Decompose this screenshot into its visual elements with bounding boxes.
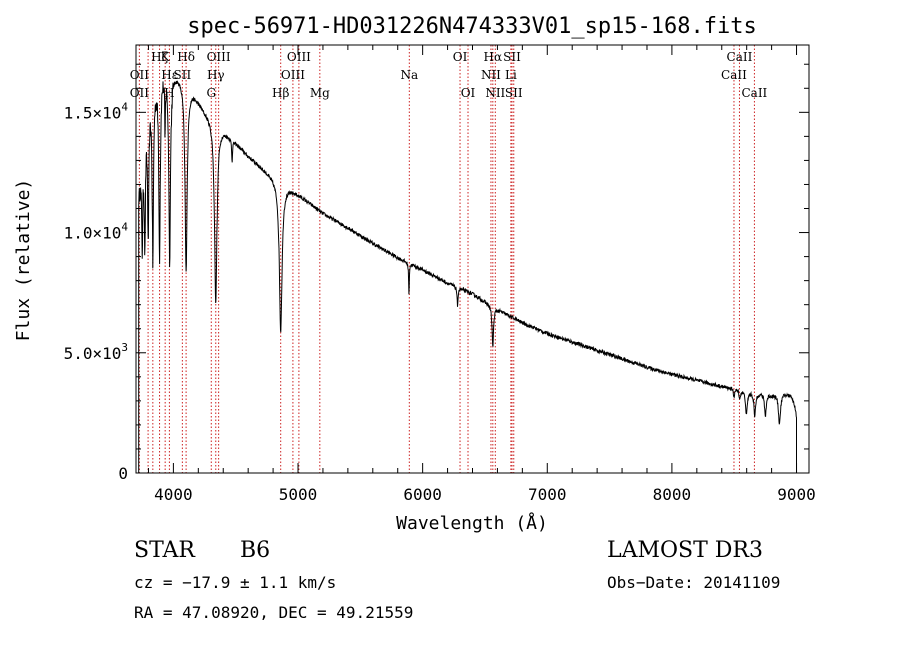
plot-frame <box>135 44 810 474</box>
line-marker-label: OII <box>130 86 150 100</box>
line-marker-label: OI <box>461 86 476 100</box>
line-marker-label: Hβ <box>272 86 289 100</box>
chart-title: spec-56971-HD031226N474333V01_sp15-168.f… <box>187 14 757 39</box>
survey-name: LAMOST DR3 <box>607 538 763 563</box>
x-tick-label: 9000 <box>777 485 816 504</box>
y-tick-label: 1.5×104 <box>64 100 129 122</box>
line-marker-label: Hα <box>484 50 503 64</box>
line-marker-label: Hδ <box>177 50 195 64</box>
line-marker-label: NII <box>481 68 501 82</box>
x-tick-label: 5000 <box>279 485 318 504</box>
line-marker-label: OII <box>130 68 150 82</box>
y-axis-ticks: 0 5.0×103 1.0×104 1.5×104 <box>64 63 809 483</box>
line-marker-label: Hε <box>161 68 178 82</box>
spectral-line-markers <box>138 45 755 473</box>
redshift-readout: cz = −17.9 ± 1.1 km/s <box>134 573 337 592</box>
coordinates: RA = 47.08920, DEC = 49.21559 <box>134 603 414 622</box>
line-marker-label: OIII <box>207 50 231 64</box>
line-marker-label: OI <box>453 50 468 64</box>
x-tick-label: 6000 <box>403 485 442 504</box>
observation-date: Obs−Date: 20141109 <box>607 573 781 592</box>
object-class: STAR <box>134 538 195 563</box>
line-marker-label: CaII <box>727 50 753 64</box>
line-marker-label: CaII <box>741 86 767 100</box>
x-tick-label: 7000 <box>528 485 567 504</box>
line-marker-label: SII <box>503 50 521 64</box>
line-marker-label: H <box>164 86 174 100</box>
x-axis-ticks: 4000 5000 6000 7000 8000 9000 <box>147 45 816 504</box>
line-marker-label: OIII <box>281 68 305 82</box>
x-tick-label: 4000 <box>154 485 193 504</box>
x-tick-label: 8000 <box>653 485 692 504</box>
y-axis-label: Flux (relative) <box>13 179 34 342</box>
object-subclass: B6 <box>240 538 271 563</box>
spectrum-line <box>138 80 797 473</box>
line-marker-label: G <box>206 86 216 100</box>
line-marker-label: Li <box>505 68 517 82</box>
line-marker-label: NII <box>485 86 505 100</box>
y-tick-label: 5.0×103 <box>64 341 128 363</box>
line-marker-label: OIII <box>287 50 311 64</box>
line-marker-label: SII <box>174 68 192 82</box>
line-marker-label: Na <box>400 68 418 82</box>
line-marker-label: SII <box>505 86 523 100</box>
y-tick-label: 0 <box>118 464 128 483</box>
line-marker-label: Hγ <box>207 68 225 82</box>
line-marker-label: CaII <box>721 68 747 82</box>
line-marker-label: K <box>161 50 171 64</box>
line-marker-label: Mg <box>310 86 330 100</box>
line-marker-label: Hζ <box>151 50 168 64</box>
x-axis-label: Wavelength (Å) <box>396 512 548 534</box>
y-tick-label: 1.0×104 <box>64 221 129 243</box>
